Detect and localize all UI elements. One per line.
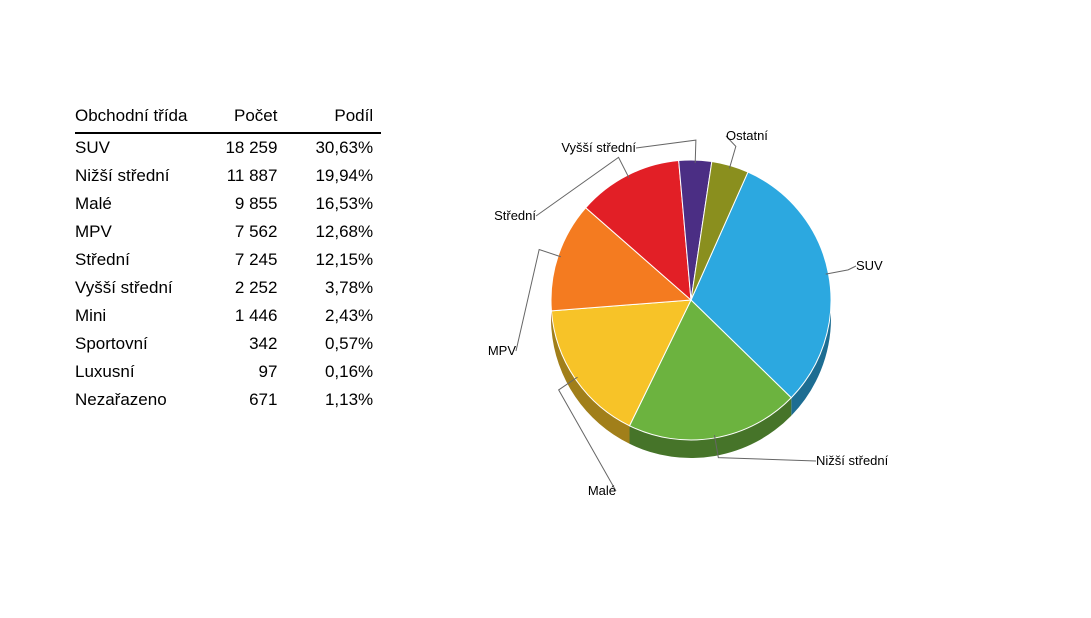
pie-label: SUV [856, 258, 883, 273]
table-row: Střední7 24512,15% [75, 246, 381, 274]
cell-count: 671 [195, 386, 285, 414]
cell-count: 7 245 [195, 246, 285, 274]
pie-leader [636, 140, 696, 163]
table-row: Nižší střední11 88719,94% [75, 162, 381, 190]
table-row: Mini1 4462,43% [75, 302, 381, 330]
pie-label: MPV [488, 343, 517, 358]
cell-count: 1 446 [195, 302, 285, 330]
cell-label: MPV [75, 218, 195, 246]
cell-share: 3,78% [285, 274, 381, 302]
cell-label: Vyšší střední [75, 274, 195, 302]
cell-share: 30,63% [285, 133, 381, 162]
cell-label: Luxusní [75, 358, 195, 386]
cell-label: Mini [75, 302, 195, 330]
table-row: SUV18 25930,63% [75, 133, 381, 162]
cell-share: 19,94% [285, 162, 381, 190]
col-share: Podíl [285, 100, 381, 133]
cell-share: 1,13% [285, 386, 381, 414]
cell-share: 16,53% [285, 190, 381, 218]
cell-label: Sportovní [75, 330, 195, 358]
col-label: Obchodní třída [75, 100, 195, 133]
table-header: Obchodní třída Počet Podíl [75, 100, 381, 133]
cell-share: 0,57% [285, 330, 381, 358]
col-count: Počet [195, 100, 285, 133]
table-row: Sportovní3420,57% [75, 330, 381, 358]
pie-chart: SUV Nižší střední Malé MPV Střední Vyšší stře… [441, 100, 941, 500]
table-row: Malé9 85516,53% [75, 190, 381, 218]
cell-share: 0,16% [285, 358, 381, 386]
pie-label: Nižší střední [816, 453, 889, 468]
cell-count: 9 855 [195, 190, 285, 218]
cell-share: 12,68% [285, 218, 381, 246]
pie-label: Vyšší střední [561, 140, 636, 155]
data-table: Obchodní třída Počet Podíl SUV18 25930,6… [75, 100, 381, 414]
table-row: MPV7 56212,68% [75, 218, 381, 246]
cell-count: 7 562 [195, 218, 285, 246]
cell-share: 2,43% [285, 302, 381, 330]
cell-count: 11 887 [195, 162, 285, 190]
cell-count: 2 252 [195, 274, 285, 302]
pie-label: Ostatní [726, 128, 768, 143]
pie-label: Malé [588, 483, 616, 498]
cell-label: SUV [75, 133, 195, 162]
cell-label: Střední [75, 246, 195, 274]
cell-count: 342 [195, 330, 285, 358]
cell-label: Nižší střední [75, 162, 195, 190]
cell-share: 12,15% [285, 246, 381, 274]
pie-label: Střední [494, 208, 536, 223]
cell-count: 18 259 [195, 133, 285, 162]
cell-label: Malé [75, 190, 195, 218]
cell-count: 97 [195, 358, 285, 386]
table-row: Nezařazeno6711,13% [75, 386, 381, 414]
table-row: Luxusní970,16% [75, 358, 381, 386]
pie-leader [826, 266, 856, 274]
cell-label: Nezařazeno [75, 386, 195, 414]
table-row: Vyšší střední2 2523,78% [75, 274, 381, 302]
